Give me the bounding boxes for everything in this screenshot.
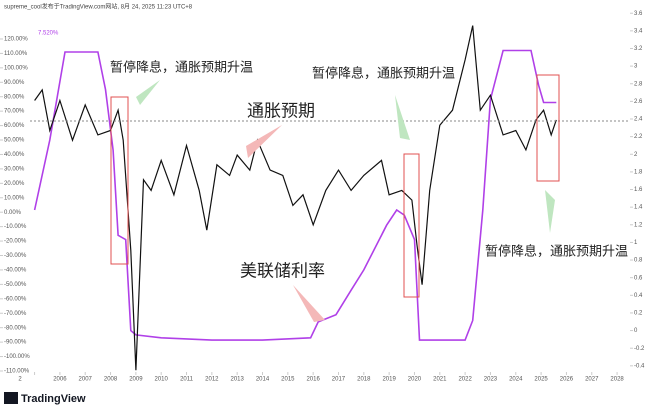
highlight-box	[536, 74, 560, 182]
y-tick-label: -30.00%	[4, 253, 27, 259]
y2-tick-label: 3	[634, 64, 638, 70]
x-tick-label: 2009	[129, 377, 143, 383]
y2-tick-label: 0.2	[634, 311, 643, 317]
x-tick-label: 2020	[408, 377, 422, 383]
x-tick-label: 2018	[357, 377, 371, 383]
y2-tick-label: -0.2	[634, 346, 645, 352]
x-tick-label: 2019	[382, 377, 396, 383]
x-tick-label: 2024	[509, 377, 523, 383]
y-tick-label: 50.00%	[4, 138, 25, 144]
plot: 120.00%110.00%100.00%90.00%80.00%70.00%6…	[0, 11, 645, 383]
y-tick-label: -80.00%	[4, 325, 27, 331]
y2-tick-label: 3.4	[634, 28, 643, 34]
y2-tick-label: 0.4	[634, 293, 643, 299]
y2-tick-label: 3.2	[634, 46, 643, 52]
y2-tick-label: 2.4	[634, 117, 643, 123]
x-tick-label: 2021	[433, 377, 447, 383]
y-tick-label: -50.00%	[4, 282, 27, 288]
y2-tick-label: 0.6	[634, 275, 643, 281]
y2-tick-label: 1.6	[634, 187, 643, 193]
y-tick-label: 120.00%	[4, 37, 28, 43]
y-tick-label: -100.00%	[4, 354, 30, 360]
arrow	[395, 95, 410, 140]
x-tick-label: 2012	[205, 377, 219, 383]
highlight-box	[110, 96, 129, 265]
y2-tick-label: 1.2	[634, 222, 643, 228]
current-label: 7.520%	[38, 31, 59, 37]
y2-tick-label: 2	[634, 152, 638, 158]
y-tick-label: -10.00%	[4, 224, 27, 230]
y-tick-label: 40.00%	[4, 152, 25, 158]
y-tick-label: -90.00%	[4, 340, 27, 346]
y-tick-label: 80.00%	[4, 94, 25, 100]
x-tick-label: 2015	[281, 377, 295, 383]
x-tick-label: 2026	[560, 377, 574, 383]
y2-tick-label: 2.8	[634, 81, 643, 87]
header: supreme_cool发布于TradingView.com网站, 8月 24,…	[4, 3, 193, 11]
y2-tick-label: 2.2	[634, 134, 643, 140]
x-tick-label: 2027	[585, 377, 599, 383]
arrow	[545, 190, 555, 233]
x-tick-label: 2022	[458, 377, 472, 383]
y2-tick-label: 3.6	[634, 11, 643, 17]
y-tick-label: 10.00%	[4, 195, 25, 201]
y-tick-label: -110.00%	[4, 369, 30, 375]
y-tick-label: 100.00%	[4, 65, 28, 71]
y2-tick-label: 1.8	[634, 169, 643, 175]
annotation: 暂停降息，通胀预期升温	[485, 243, 628, 258]
y2-tick-label: 1	[634, 240, 638, 246]
x-tick-label: 2006	[53, 377, 67, 383]
x-tick-label: 2023	[484, 377, 498, 383]
arrow	[136, 80, 160, 105]
series-line	[33, 49, 557, 341]
y2-tick-label: -0.4	[634, 363, 645, 369]
y2-tick-label: 0	[634, 328, 638, 334]
y2-tick-label: 0.8	[634, 258, 643, 264]
x-tick-label: 2008	[104, 377, 118, 383]
annotation: 暂停降息，通胀预期升温	[110, 59, 253, 74]
highlight-box	[403, 153, 420, 298]
annotation: 暂停降息，通胀预期升温	[312, 65, 455, 80]
y2-tick-label: 1.4	[634, 205, 643, 211]
x-tick-label: 2010	[155, 377, 169, 383]
x-tick-label: 2014	[256, 377, 270, 383]
series-label: 美联储利率	[240, 261, 325, 280]
logo-icon	[4, 392, 18, 404]
x-tick-label: 2016	[306, 377, 320, 383]
series-label: 通胀预期	[247, 101, 315, 120]
x-tick-label: 2028	[610, 377, 624, 383]
y-tick-label: -20.00%	[4, 239, 27, 245]
x-tick-label: 2	[18, 377, 22, 383]
y-tick-label: 20.00%	[4, 181, 25, 187]
y-tick-label: -70.00%	[4, 311, 27, 317]
y-tick-label: 90.00%	[4, 80, 25, 86]
arrow	[246, 125, 282, 158]
y-tick-label: 110.00%	[4, 51, 28, 57]
y2-tick-label: 2.6	[634, 99, 643, 105]
y-tick-label: -60.00%	[4, 296, 27, 302]
x-tick-label: 2011	[180, 377, 194, 383]
logo: TradingView	[21, 393, 86, 405]
y-tick-label: 0.00%	[4, 210, 22, 216]
x-tick-label: 2013	[230, 377, 244, 383]
y-tick-label: -40.00%	[4, 268, 27, 274]
y-tick-label: 60.00%	[4, 123, 25, 129]
x-tick-label: 2025	[534, 377, 548, 383]
x-tick-label: 2007	[79, 377, 93, 383]
arrow	[293, 285, 325, 322]
y-tick-label: 30.00%	[4, 166, 25, 172]
series-line	[34, 25, 557, 371]
x-tick-label: 2017	[332, 377, 346, 383]
y-tick-label: 70.00%	[4, 109, 25, 115]
